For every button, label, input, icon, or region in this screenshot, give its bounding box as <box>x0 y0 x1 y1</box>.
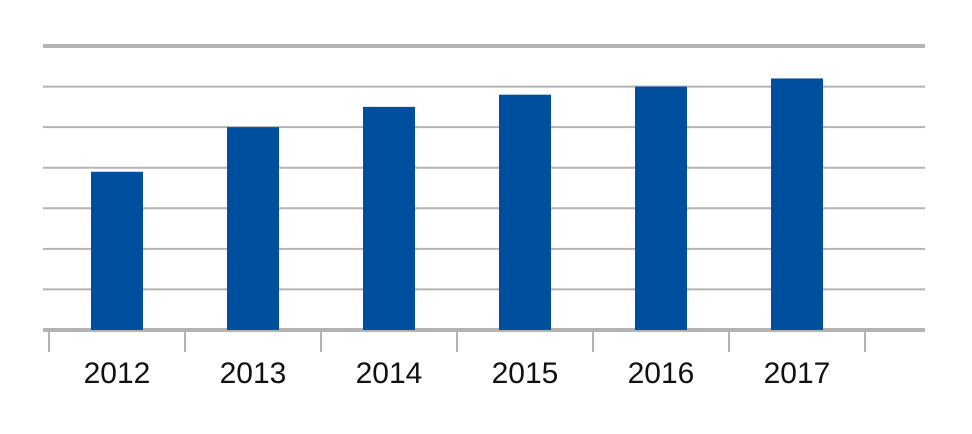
bar <box>91 171 143 330</box>
bar <box>363 106 415 330</box>
x-tick-label: 2014 <box>356 357 423 390</box>
bar <box>227 127 279 331</box>
x-tick-label: 2013 <box>220 357 287 390</box>
x-tick-label: 2016 <box>628 357 695 390</box>
x-tick-label: 2017 <box>764 357 831 390</box>
bar <box>499 94 551 330</box>
x-tick-label: 2015 <box>492 357 559 390</box>
bar <box>635 86 687 330</box>
bar <box>771 78 823 330</box>
x-tick-label: 2012 <box>84 357 151 390</box>
